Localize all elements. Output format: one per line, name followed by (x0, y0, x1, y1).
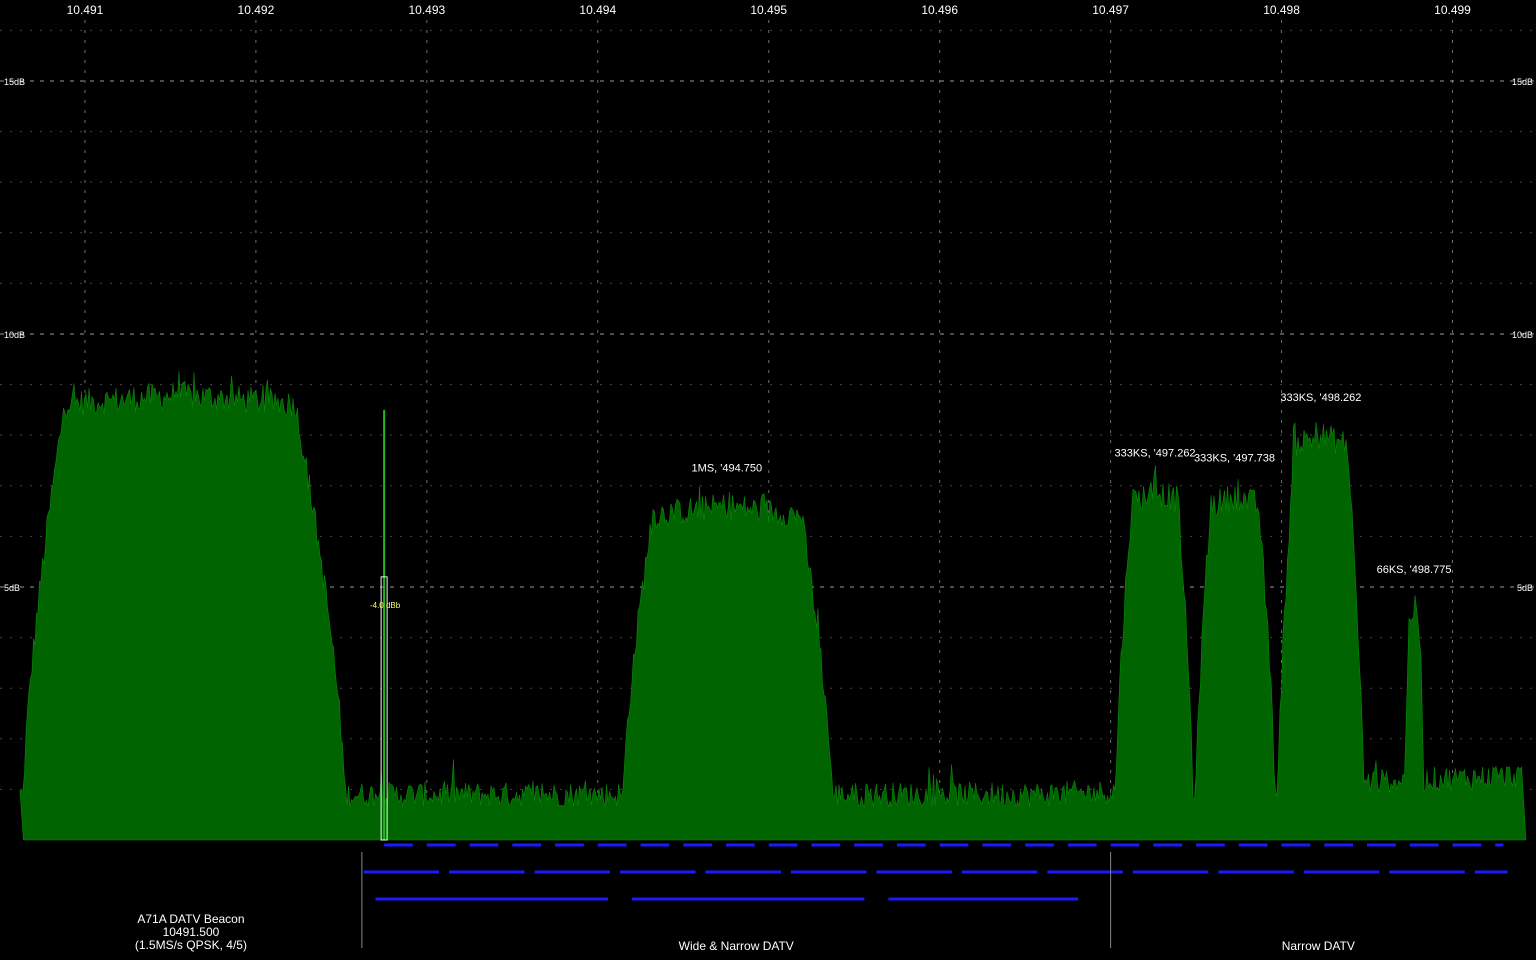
x-tick-label: 10.496 (921, 3, 958, 17)
y-tick-label-right: 10dB (1512, 330, 1533, 340)
x-tick-label: 10.499 (1434, 3, 1471, 17)
y-tick-label-left: 10dB (4, 330, 25, 340)
spectrum-trace (19, 370, 1527, 841)
signal-label: 1MS, '494.750 (692, 463, 763, 475)
x-tick-label: 10.492 (238, 3, 275, 17)
signal-label: 66KS, '498.775 (1377, 564, 1452, 576)
bandplan-segment-label: Narrow DATV (1282, 939, 1355, 953)
bandplan-segment-label: (1.5MS/s QPSK, 4/5) (135, 938, 247, 952)
y-tick-label-left: 15dB (4, 77, 25, 87)
x-axis-ticks: 10.491 10.492 10.493 10.494 10.495 10.496 10.4… (67, 3, 1472, 17)
signal-label: 333KS, '498.262 (1280, 392, 1361, 404)
y-tick-label-right: 5dB (1517, 583, 1533, 593)
beacon-marker-box[interactable] (380, 576, 388, 841)
y-tick-label-left: 5dB (4, 583, 20, 593)
x-tick-label: 10.493 (408, 3, 445, 17)
y-tick-label-right: 15dB (1512, 77, 1533, 87)
signal-label: 333KS, '497.262 (1115, 447, 1196, 459)
x-tick-label: 10.497 (1092, 3, 1129, 17)
signal-label: 333KS, '497.738 (1194, 453, 1275, 465)
bandplan-segment-label: Wide & Narrow DATV (679, 939, 794, 953)
x-tick-label: 10.491 (67, 3, 104, 17)
spectrum-area (19, 370, 1527, 841)
x-tick-label: 10.498 (1263, 3, 1300, 17)
bandplan-segment-label: A71A DATV Beacon (137, 912, 244, 926)
bandplan-segment-label: 10491.500 (163, 925, 220, 939)
x-tick-label: 10.494 (579, 3, 616, 17)
y-axis-ticks: 15dB 15dB 10dB 10dB 5dB 5dB (4, 77, 1533, 593)
beacon-marker[interactable]: -4.0 dBb (370, 409, 401, 841)
x-tick-label: 10.495 (750, 3, 787, 17)
beacon-marker-label: -4.0 dBb (370, 601, 401, 610)
